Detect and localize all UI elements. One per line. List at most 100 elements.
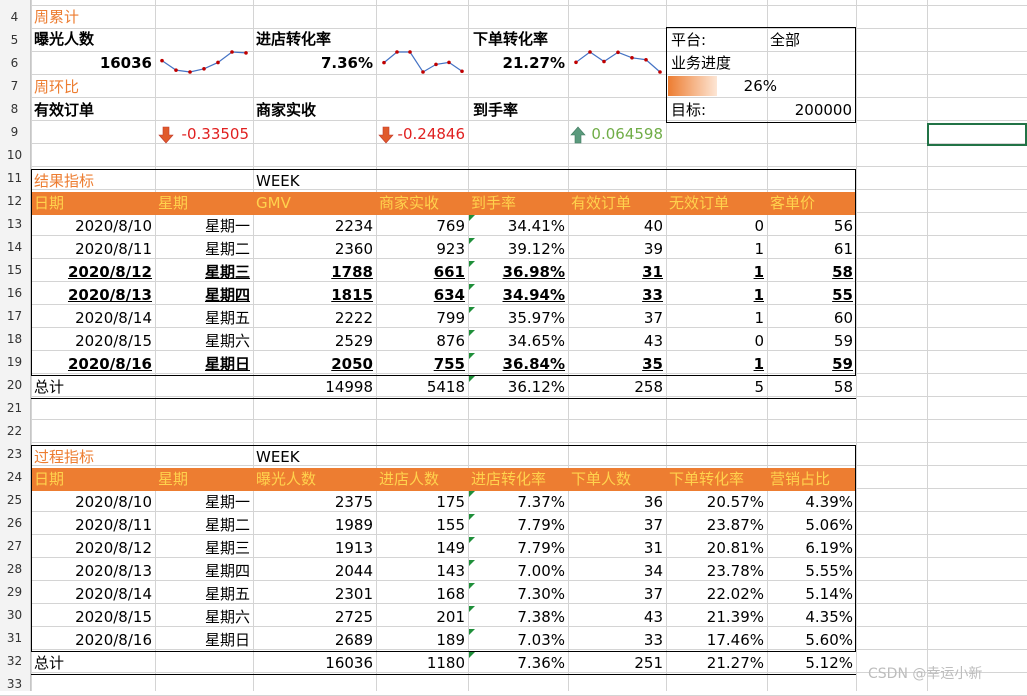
- table-cell[interactable]: 55: [832, 286, 853, 304]
- row-number[interactable]: 19: [6, 355, 23, 369]
- table-cell[interactable]: 星期二: [204, 240, 250, 258]
- table-cell[interactable]: 59: [832, 355, 853, 373]
- column-header[interactable]: 曝光人数: [256, 470, 317, 488]
- table-cell[interactable]: 31: [643, 539, 663, 557]
- table-cell[interactable]: 755: [433, 355, 465, 373]
- total-cell[interactable]: 258: [634, 378, 663, 396]
- table-cell[interactable]: 5.55%: [805, 562, 853, 580]
- table-cell[interactable]: 2020/8/14: [75, 585, 152, 603]
- column-header[interactable]: 商家实收: [379, 194, 440, 212]
- total-cell[interactable]: 21.27%: [706, 654, 764, 672]
- row-number[interactable]: 32: [6, 654, 23, 668]
- table-cell[interactable]: 0: [754, 332, 764, 350]
- row-number[interactable]: 6: [10, 56, 19, 70]
- total-cell[interactable]: 7.36%: [517, 654, 565, 672]
- row-number[interactable]: 31: [6, 631, 23, 645]
- row-number[interactable]: 27: [6, 539, 23, 553]
- table-cell[interactable]: 1788: [331, 263, 373, 281]
- table-cell[interactable]: 37: [643, 516, 663, 534]
- table-cell[interactable]: 876: [436, 332, 465, 350]
- table-cell[interactable]: 星期一: [204, 217, 250, 235]
- row-number[interactable]: 20: [6, 378, 23, 392]
- total-cell[interactable]: 16036: [325, 654, 373, 672]
- row-number[interactable]: 15: [6, 263, 23, 277]
- table-cell[interactable]: 1989: [334, 516, 373, 534]
- table-cell[interactable]: 星期四: [204, 562, 250, 580]
- total-cell[interactable]: 5418: [426, 378, 465, 396]
- table-cell[interactable]: 2044: [334, 562, 373, 580]
- table-cell[interactable]: 35: [642, 355, 663, 373]
- row-number[interactable]: 10: [6, 148, 23, 162]
- table-cell[interactable]: 2689: [334, 631, 373, 649]
- column-header[interactable]: 进店人数: [379, 470, 440, 488]
- total-label[interactable]: 总计: [34, 378, 65, 396]
- total-cell[interactable]: 1180: [426, 654, 465, 672]
- table-cell[interactable]: 2301: [334, 585, 373, 603]
- table-cell[interactable]: 1: [753, 263, 764, 281]
- table-cell[interactable]: 33: [642, 286, 663, 304]
- table-cell[interactable]: 2020/8/13: [67, 286, 152, 304]
- table-cell[interactable]: 2725: [334, 608, 373, 626]
- table-cell[interactable]: 1815: [331, 286, 373, 304]
- table-cell[interactable]: 2020/8/12: [67, 263, 152, 281]
- table-cell[interactable]: 2020/8/13: [75, 562, 152, 580]
- row-number[interactable]: 13: [6, 217, 23, 231]
- row-number[interactable]: 26: [6, 516, 23, 530]
- table-cell[interactable]: 56: [833, 217, 853, 235]
- table-cell[interactable]: 2020/8/10: [75, 217, 152, 235]
- table-cell[interactable]: 2050: [331, 355, 373, 373]
- column-header[interactable]: 星期: [158, 470, 189, 488]
- table-cell[interactable]: 2020/8/11: [75, 240, 152, 258]
- table-cell[interactable]: 6.19%: [805, 539, 853, 557]
- table-cell[interactable]: 5.14%: [805, 585, 853, 603]
- row-number[interactable]: 14: [6, 240, 23, 254]
- table-cell[interactable]: 星期日: [204, 355, 250, 373]
- table-cell[interactable]: 58: [832, 263, 853, 281]
- table-cell[interactable]: 7.79%: [517, 539, 565, 557]
- table-cell[interactable]: 769: [436, 217, 465, 235]
- table-cell[interactable]: 1: [753, 355, 764, 373]
- table-cell[interactable]: 2020/8/12: [75, 539, 152, 557]
- table-cell[interactable]: 43: [643, 608, 663, 626]
- row-number[interactable]: 5: [10, 33, 19, 47]
- table-cell[interactable]: 40: [643, 217, 663, 235]
- row-number[interactable]: 23: [6, 447, 23, 461]
- table-cell[interactable]: 7.79%: [517, 516, 565, 534]
- table-cell[interactable]: 星期日: [204, 631, 250, 649]
- selected-cell[interactable]: [927, 123, 1027, 146]
- table-cell[interactable]: 5.60%: [805, 631, 853, 649]
- table-cell[interactable]: 35.97%: [507, 309, 565, 327]
- column-header[interactable]: 营销占比: [770, 470, 831, 488]
- total-cell[interactable]: 5: [754, 378, 764, 396]
- table-cell[interactable]: 21.39%: [706, 608, 764, 626]
- row-number[interactable]: 21: [6, 401, 23, 415]
- row-number[interactable]: 28: [6, 562, 23, 576]
- table-cell[interactable]: 星期二: [204, 516, 250, 534]
- row-number[interactable]: 8: [10, 102, 19, 116]
- row-number[interactable]: 16: [6, 286, 23, 300]
- table-cell[interactable]: 23.87%: [706, 516, 764, 534]
- table-cell[interactable]: 22.02%: [706, 585, 764, 603]
- column-header[interactable]: 有效订单: [571, 194, 632, 212]
- table-cell[interactable]: 43: [643, 332, 663, 350]
- table-cell[interactable]: 20.57%: [706, 493, 764, 511]
- column-header[interactable]: 日期: [34, 194, 65, 212]
- table-cell[interactable]: 634: [433, 286, 465, 304]
- table-cell[interactable]: 2020/8/14: [75, 309, 152, 327]
- table-cell[interactable]: 2375: [334, 493, 373, 511]
- table-cell[interactable]: 39.12%: [507, 240, 565, 258]
- table-cell[interactable]: 星期五: [204, 309, 250, 327]
- table-cell[interactable]: 2360: [334, 240, 373, 258]
- table-cell[interactable]: 2234: [334, 217, 373, 235]
- row-number[interactable]: 7: [10, 79, 19, 93]
- row-number[interactable]: 18: [6, 332, 23, 346]
- column-header[interactable]: 下单人数: [571, 470, 632, 488]
- table-cell[interactable]: 4.39%: [805, 493, 853, 511]
- total-cell[interactable]: 251: [634, 654, 663, 672]
- table-cell[interactable]: 60: [833, 309, 853, 327]
- table-cell[interactable]: 2020/8/15: [75, 332, 152, 350]
- table-cell[interactable]: 59: [833, 332, 853, 350]
- table-cell[interactable]: 7.37%: [517, 493, 565, 511]
- table-cell[interactable]: 17.46%: [706, 631, 764, 649]
- table-cell[interactable]: 799: [436, 309, 465, 327]
